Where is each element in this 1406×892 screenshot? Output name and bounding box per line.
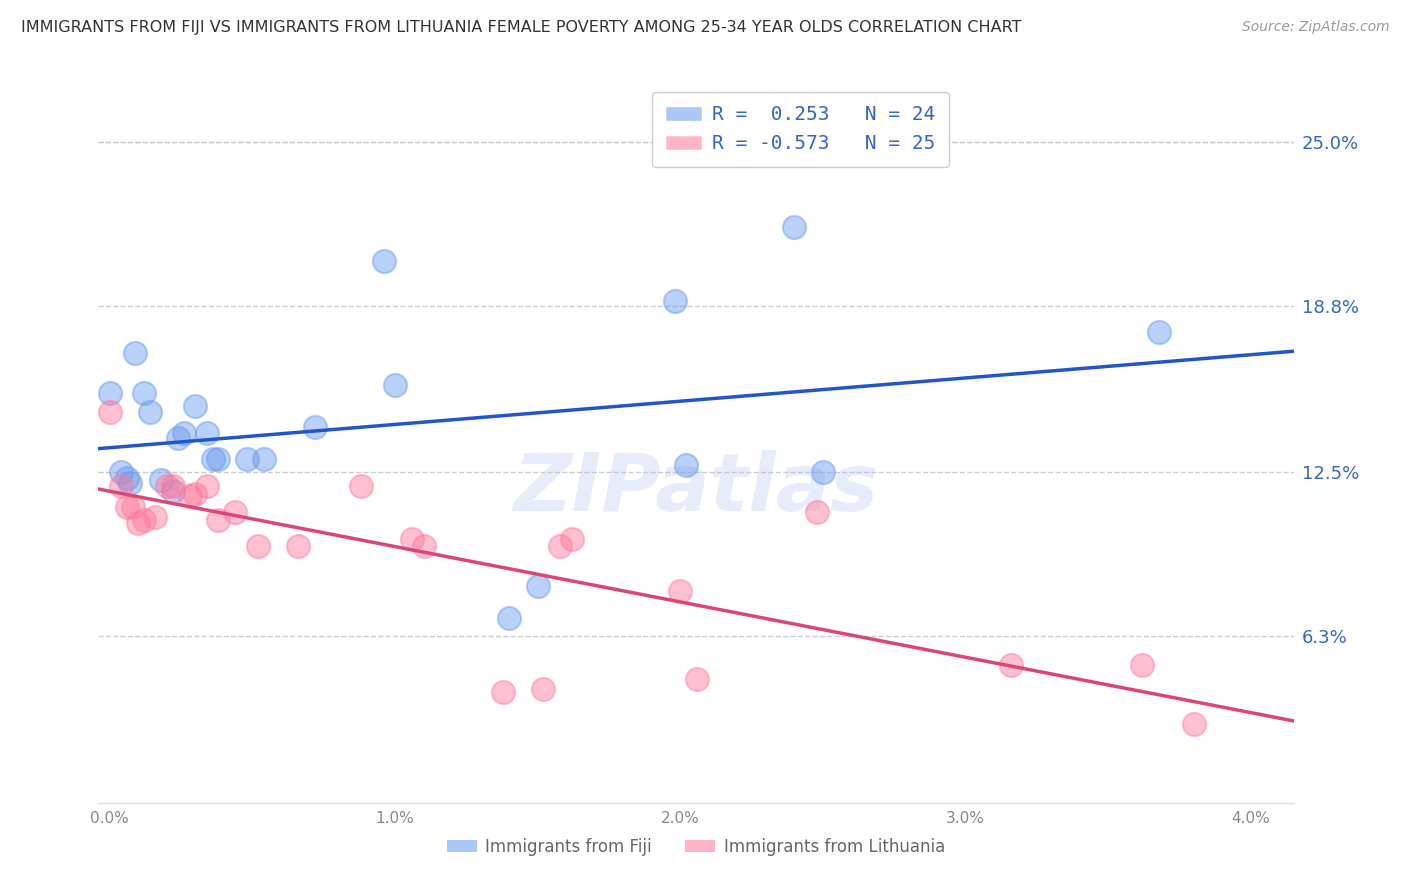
Point <box>207 513 229 527</box>
Point <box>167 431 190 445</box>
Point <box>253 452 276 467</box>
Point <box>373 254 395 268</box>
Point <box>783 219 806 234</box>
Point <box>195 478 218 492</box>
Point <box>304 420 326 434</box>
Point <box>162 483 184 498</box>
Point <box>195 425 218 440</box>
Point <box>1130 658 1153 673</box>
Point <box>132 386 155 401</box>
Point <box>401 532 423 546</box>
Point <box>173 425 195 440</box>
Text: Source: ZipAtlas.com: Source: ZipAtlas.com <box>1241 20 1389 34</box>
Point <box>124 346 146 360</box>
Point <box>384 378 406 392</box>
Point <box>686 672 709 686</box>
Point <box>139 404 162 418</box>
Point <box>127 516 149 530</box>
Point <box>145 510 167 524</box>
Point <box>287 540 309 554</box>
Point <box>110 478 132 492</box>
Point <box>184 400 207 414</box>
Text: ZIPatlas: ZIPatlas <box>513 450 879 528</box>
Point <box>498 611 520 625</box>
Text: IMMIGRANTS FROM FIJI VS IMMIGRANTS FROM LITHUANIA FEMALE POVERTY AMONG 25-34 YEA: IMMIGRANTS FROM FIJI VS IMMIGRANTS FROM … <box>21 20 1022 35</box>
Point <box>179 489 201 503</box>
Point <box>247 540 270 554</box>
Point <box>224 505 246 519</box>
Point <box>1149 326 1171 340</box>
Point <box>550 540 572 554</box>
Point <box>118 475 141 490</box>
Point <box>531 682 554 697</box>
Point <box>98 386 121 401</box>
Point <box>235 452 257 467</box>
Point <box>526 579 548 593</box>
Point <box>207 452 229 467</box>
Point <box>110 466 132 480</box>
Point <box>184 486 207 500</box>
Point <box>115 500 138 514</box>
Point <box>98 404 121 418</box>
Point <box>115 471 138 485</box>
Point <box>675 458 697 472</box>
Point <box>132 513 155 527</box>
Point <box>162 478 184 492</box>
Point <box>1182 716 1205 731</box>
Point <box>669 584 692 599</box>
Point <box>806 505 828 519</box>
Point <box>1000 658 1022 673</box>
Point <box>150 474 173 488</box>
Point <box>811 466 834 480</box>
Point <box>201 452 224 467</box>
Point <box>121 500 143 514</box>
Point <box>664 293 686 308</box>
Point <box>412 540 434 554</box>
Legend: Immigrants from Fiji, Immigrants from Lithuania: Immigrants from Fiji, Immigrants from Li… <box>440 831 952 863</box>
Point <box>350 478 373 492</box>
Point <box>156 478 179 492</box>
Point <box>561 532 583 546</box>
Point <box>492 685 515 699</box>
